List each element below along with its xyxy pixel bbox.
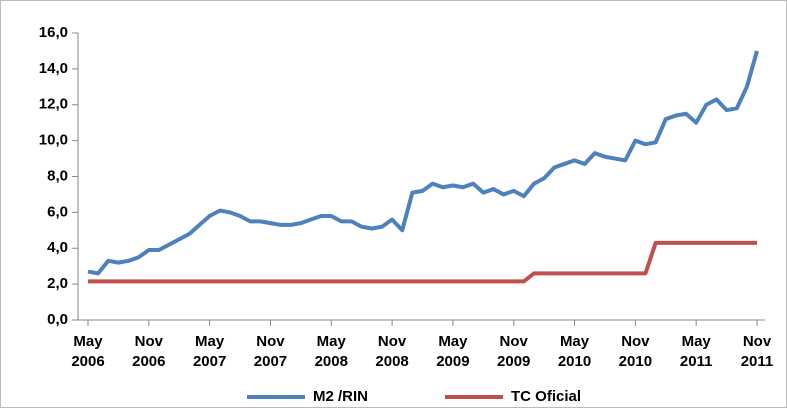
x-tick-label: May 2007 [193,333,226,370]
y-tick-label: 10,0 [39,132,68,149]
data-line [88,240,757,284]
y-tick-label: 14,0 [39,60,68,77]
x-tick-label: May 2009 [436,333,469,370]
y-tick-label: 2,0 [47,275,68,292]
legend-label: M2 /RIN [313,388,368,405]
y-tick-label: 16,0 [39,24,68,41]
y-tick-label: 4,0 [47,239,68,256]
y-tick-label: 12,0 [39,96,68,113]
x-tick-label: Nov 2011 [741,333,774,370]
x-tick-label: Nov 2006 [132,333,165,370]
x-tick-label: May 2006 [71,333,104,370]
x-tick-label: Nov 2010 [619,333,652,370]
x-tick-label: Nov 2007 [254,333,287,370]
data-line [87,50,759,276]
x-tick-label: May 2010 [558,333,591,370]
y-tick-label: 8,0 [47,167,68,184]
x-tick-label: May 2008 [315,333,348,370]
legend-label: TC Oficial [511,388,581,405]
x-tick-label: May 2011 [680,333,713,370]
x-tick-label: Nov 2009 [497,333,530,370]
x-tick-label: Nov 2008 [375,333,408,370]
y-tick-label: 6,0 [47,203,68,220]
y-tick-label: 0,0 [47,311,68,328]
